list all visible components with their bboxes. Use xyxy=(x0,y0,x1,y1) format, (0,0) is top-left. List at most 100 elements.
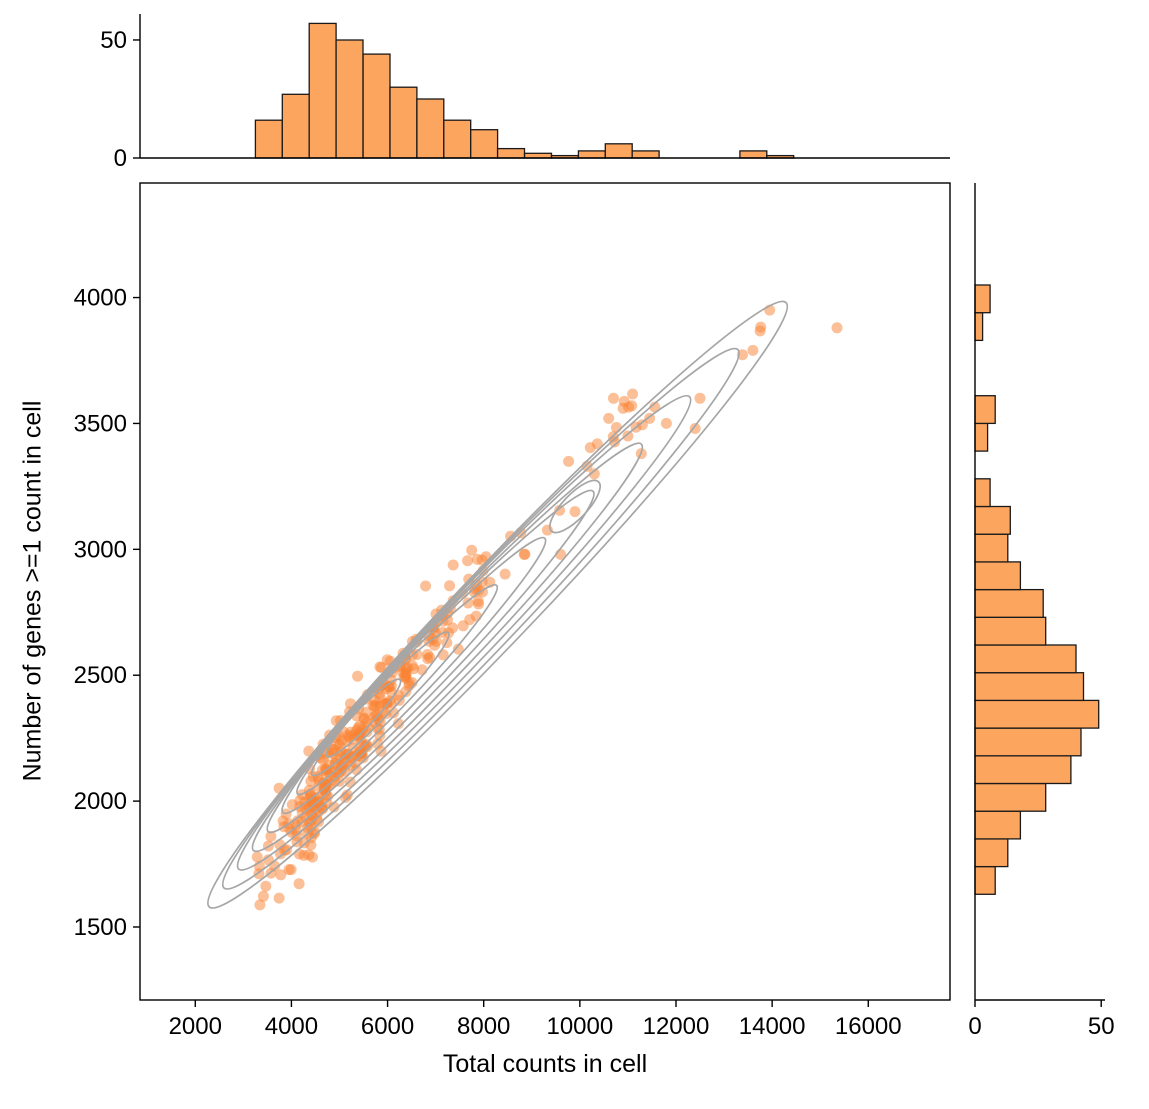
scatter-point xyxy=(452,643,464,655)
right-hist-bar xyxy=(974,699,1100,729)
right-hist-bar xyxy=(974,782,1047,812)
top-hist-bar xyxy=(416,98,445,159)
kde-contour-line xyxy=(221,347,740,890)
scatter-point xyxy=(358,712,370,724)
right-hist-bar xyxy=(974,865,996,895)
scatter-point xyxy=(308,828,320,840)
scatter-point xyxy=(755,321,767,333)
right-hist-bar xyxy=(974,838,1009,868)
scatter-point xyxy=(369,711,380,723)
scatter-point xyxy=(617,402,629,414)
scatter-point xyxy=(380,708,392,720)
scatter-point xyxy=(341,789,353,801)
x-tick-label: 16000 xyxy=(835,1013,902,1040)
y-tick-label: 2000 xyxy=(74,788,127,815)
kde-contour-line xyxy=(325,678,402,758)
right-hist-bar xyxy=(974,727,1082,757)
y-tick-label: 3000 xyxy=(74,536,127,563)
top-hist-bar xyxy=(254,119,283,159)
kde-contour-line xyxy=(549,479,601,534)
right-hist-bar xyxy=(974,644,1077,674)
scatter-point xyxy=(411,649,423,660)
kde-contour-line xyxy=(281,536,547,815)
right-histogram: 0 50 xyxy=(968,183,1115,1040)
top-hist-bar xyxy=(281,93,310,159)
scatter-point xyxy=(286,827,298,838)
main-axes: 2000 4000 6000 8000 10000 12000 14000 16000 1500… xyxy=(74,182,951,1040)
scatter-point xyxy=(333,739,345,751)
scatter-point xyxy=(257,890,269,902)
scatter-point xyxy=(293,878,305,890)
scatter-point xyxy=(603,412,615,424)
scatter-point xyxy=(265,830,277,842)
scatter-point xyxy=(260,880,272,892)
scatter-point xyxy=(622,430,634,442)
scatter-point xyxy=(383,681,395,693)
kde-contour-line xyxy=(266,489,595,834)
scatter-point xyxy=(275,869,287,881)
scatter-point xyxy=(447,622,459,634)
scatter-point xyxy=(554,504,566,516)
scatter-point xyxy=(305,790,316,802)
kde-contour-line xyxy=(236,394,692,871)
x-tick-label: 4000 xyxy=(265,1013,318,1040)
scatter-point xyxy=(444,580,456,592)
y-tick-label: 1500 xyxy=(74,914,127,941)
scatter-point xyxy=(317,777,329,789)
right-hist-bar xyxy=(974,478,991,508)
top-hist-bar xyxy=(443,119,472,159)
scatter-point xyxy=(408,663,420,675)
scatter-point xyxy=(689,423,701,434)
right-hist-bar xyxy=(974,312,984,342)
right-hist-tick-label: 50 xyxy=(1088,1013,1115,1040)
top-hist-bar xyxy=(335,39,364,159)
scatter-point xyxy=(519,548,531,560)
scatter-point xyxy=(374,661,386,673)
right-hist-bar xyxy=(974,505,1011,535)
scatter-point xyxy=(588,468,600,480)
right-hist-bar xyxy=(974,284,991,314)
right-hist-bar xyxy=(974,755,1072,785)
right-hist-bar xyxy=(974,561,1022,591)
scatter-point xyxy=(462,597,474,609)
scatter-point xyxy=(300,803,312,815)
scatter-point xyxy=(608,392,619,404)
scatter-point xyxy=(283,864,295,876)
y-tick-label: 2500 xyxy=(74,662,127,689)
scatter-point xyxy=(831,322,843,334)
top-histogram: 0 50 xyxy=(100,14,950,172)
scatter-point xyxy=(303,849,315,861)
scatter-point xyxy=(472,595,484,607)
right-hist-bar xyxy=(974,672,1085,702)
scatter-point xyxy=(660,417,672,429)
kde-contour-line xyxy=(296,583,499,796)
scatter-point xyxy=(462,555,474,567)
x-tick-label: 6000 xyxy=(361,1013,414,1040)
kde-contour-line xyxy=(207,300,789,909)
kde-contour-line xyxy=(251,442,644,853)
top-hist-tick-label: 0 xyxy=(114,145,127,172)
scatter-point xyxy=(251,851,263,863)
top-hist-bar xyxy=(496,147,526,159)
scatter-point xyxy=(636,419,648,431)
scatter-point xyxy=(420,580,432,592)
top-hist-bar xyxy=(604,143,633,159)
y-tick-label: 4000 xyxy=(74,285,127,312)
scatter-point xyxy=(398,671,410,682)
y-tick-label: 3500 xyxy=(74,410,127,437)
scatter-point xyxy=(466,544,478,556)
top-hist-bar xyxy=(631,150,660,159)
scatter-point xyxy=(627,388,639,400)
scatter-point xyxy=(254,899,266,911)
top-hist-tick-label: 50 xyxy=(100,27,127,54)
y-axis-label: Number of genes >=1 count in cell xyxy=(18,400,47,782)
x-tick-label: 10000 xyxy=(546,1013,613,1040)
x-tick-label: 2000 xyxy=(169,1013,222,1040)
right-hist-bar xyxy=(974,422,989,452)
scatter-points xyxy=(251,304,843,911)
right-hist-bar xyxy=(974,395,996,425)
scatter-point xyxy=(457,620,469,632)
right-hist-bar xyxy=(974,810,1022,840)
